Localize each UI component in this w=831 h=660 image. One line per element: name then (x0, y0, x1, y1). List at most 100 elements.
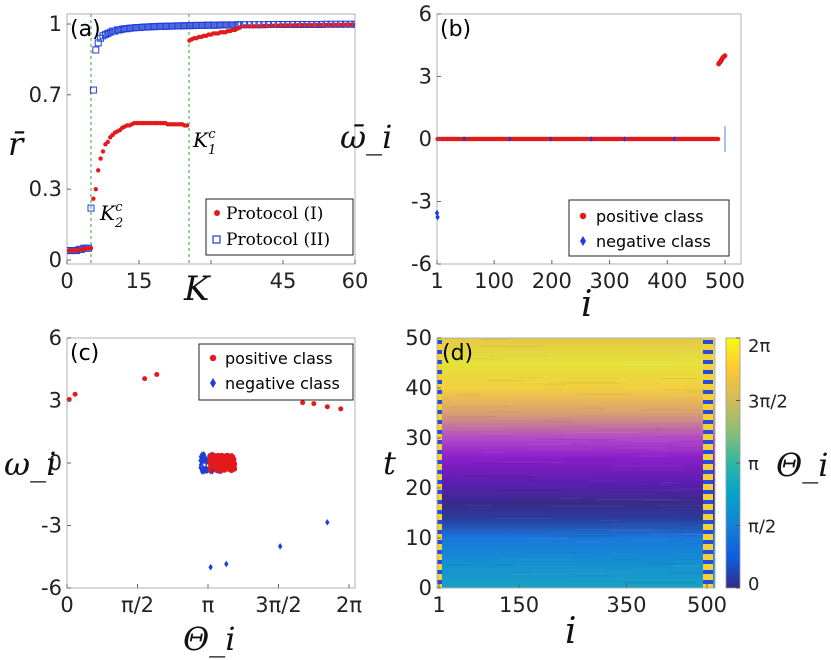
protocol-1-point (319, 22, 324, 28)
heatmap-texture (490, 355, 548, 357)
protocol-1-point (237, 25, 242, 30)
colorbar-label: Θ_i (776, 446, 828, 484)
heatmap-texture (682, 533, 715, 535)
panel-d-label: (d) (442, 341, 473, 366)
heatmap-texture (600, 407, 651, 409)
panel-c-label: (c) (70, 341, 99, 366)
heatmap-texture (503, 351, 546, 353)
heatmap-texture (665, 368, 696, 370)
heatmap-left-stripe (437, 338, 442, 588)
heatmap-texture (674, 394, 715, 396)
colorbar-tick-label: 0 (748, 574, 759, 595)
heatmap-texture (566, 378, 620, 380)
annotation-k2c: K2c (99, 200, 123, 231)
colorbar-tick-label: 3π/2 (748, 392, 788, 413)
heatmap-texture (657, 390, 712, 392)
panel-d-xtick-label: 1 (432, 593, 445, 617)
legend-label-positive: positive class (596, 207, 704, 226)
heatmap-texture (553, 403, 574, 405)
heatmap-texture (551, 535, 616, 537)
heatmap-texture (462, 479, 534, 481)
heatmap-texture (575, 529, 654, 531)
panel-d-axes-box (436, 337, 716, 589)
panel-d-ylabel: t (383, 444, 396, 482)
protocol-1-point (343, 22, 348, 27)
panel-d-xtick-label: 150 (499, 593, 539, 617)
protocol-1-point (252, 24, 257, 29)
positive-class-point (66, 396, 72, 402)
heatmap-texture (524, 479, 592, 481)
positive-class-point (154, 371, 160, 377)
negative-class-point (672, 136, 677, 142)
heatmap-texture (669, 440, 715, 442)
positive-class-point (338, 406, 344, 412)
positive-class-point (72, 391, 78, 397)
heatmap-body (437, 338, 715, 588)
protocol-1-point (309, 22, 314, 28)
panel-d-ytick-label: 20 (405, 476, 432, 500)
heatmap-texture (643, 485, 673, 487)
negative-class-point (198, 461, 203, 468)
heatmap-texture (561, 381, 618, 383)
colorbar-tick-label: π/2 (748, 517, 776, 538)
panel-c-legend: positive class negative class (198, 343, 354, 401)
heatmap-texture (646, 533, 712, 535)
negative-class-point (622, 136, 627, 142)
heatmap-texture (466, 338, 489, 340)
heatmap-texture (613, 383, 636, 385)
protocol-1-point (314, 22, 319, 28)
heatmap-texture (621, 582, 698, 584)
panel-a-ytick-label: 0.7 (29, 83, 62, 107)
panel-d-ytick-label: 40 (405, 376, 432, 400)
heatmap-texture (635, 455, 667, 457)
negative-class-point (434, 209, 440, 217)
heatmap-texture (481, 451, 504, 453)
panel-c-ytick-label: 0 (49, 451, 62, 475)
negative-class-point (199, 452, 204, 459)
heatmap-texture (488, 411, 520, 413)
heatmap-texture (670, 528, 715, 530)
protocol-1-point (256, 24, 262, 29)
heatmap-texture (511, 577, 563, 579)
colorbar-tick-label: 2π (748, 336, 770, 357)
heatmap-texture (630, 539, 670, 541)
heatmap-texture (495, 517, 552, 519)
panel-b-xlabel: i (581, 284, 593, 325)
heatmap-texture (609, 523, 682, 525)
legend-marker-positive (579, 212, 587, 220)
panel-d-xlabel: i (565, 611, 577, 652)
heatmap-texture (648, 563, 678, 565)
heatmap-texture (588, 480, 617, 482)
heatmap-texture (609, 514, 667, 516)
heatmap-texture (661, 381, 693, 383)
protocol-2-point (116, 26, 124, 34)
protocol-1-point (98, 156, 103, 161)
negative-class-point (200, 467, 205, 474)
heatmap-texture (559, 439, 616, 441)
panel-c-xtick-label: 3π/2 (255, 593, 301, 617)
panel-c-ytick-label: 3 (49, 389, 62, 413)
panel-b: (b) 1 100 200 300 400 500 -6 -3 0 3 6 i ω̄_i posi… (340, 2, 745, 325)
heatmap-texture (612, 465, 684, 467)
heatmap-texture (567, 536, 602, 538)
positive-class-point (324, 404, 330, 410)
panel-c-xtick-label: 0 (60, 593, 73, 617)
panel-a: (a) 0 15 45 60 0 0.3 0.7 1 K r̄ K2c K1c Protoc… (8, 12, 368, 309)
heatmap-texture (606, 440, 639, 442)
positive-class-point (300, 400, 306, 406)
heatmap-texture (664, 389, 708, 391)
negative-class-point (548, 136, 553, 142)
panel-d-ytick-label: 10 (405, 526, 432, 550)
heatmap-texture (614, 447, 666, 449)
protocol-2-point (104, 29, 112, 37)
positive-class-point (213, 460, 219, 465)
protocol-1-point (300, 22, 305, 28)
positive-class-point (230, 463, 235, 468)
heatmap-texture (489, 476, 533, 478)
heatmap-texture (479, 345, 544, 347)
panel-b-xtick-label: 200 (532, 269, 572, 293)
heatmap-texture (529, 538, 569, 540)
panel-a-legend: Protocol (I) Protocol (II) (205, 198, 354, 256)
protocol-1-point (93, 187, 99, 192)
heatmap-texture (466, 504, 491, 506)
